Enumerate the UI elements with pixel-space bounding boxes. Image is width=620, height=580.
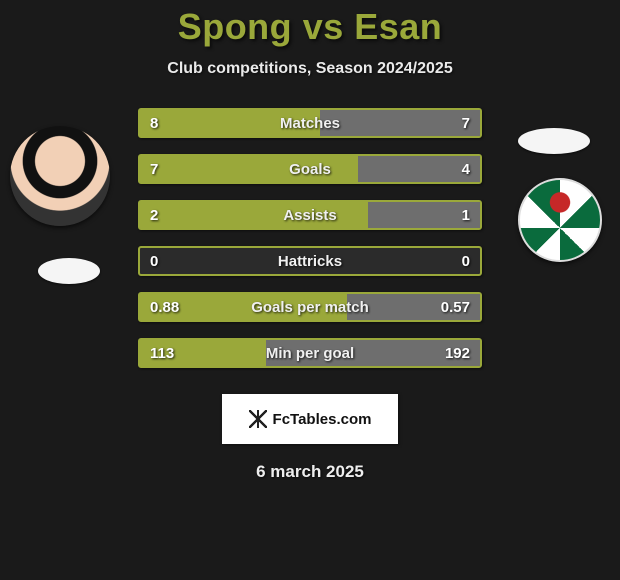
stat-label: Min per goal (140, 345, 480, 362)
stat-row: 0Hattricks0 (138, 246, 482, 276)
stat-label: Assists (140, 207, 480, 224)
stat-row: 113Min per goal192 (138, 338, 482, 368)
date-text: 6 march 2025 (256, 462, 364, 482)
fctables-badge-link[interactable]: FcTables.com (222, 394, 398, 444)
stat-label: Goals per match (140, 299, 480, 316)
stat-value-right: 192 (445, 345, 480, 362)
stat-label: Hattricks (140, 253, 480, 270)
stat-row: 2Assists1 (138, 200, 482, 230)
stat-label: Goals (140, 161, 480, 178)
stat-label: Matches (140, 115, 480, 132)
badge-text: FcTables.com (273, 411, 372, 428)
stat-row: 7Goals4 (138, 154, 482, 184)
stat-value-right: 7 (462, 115, 480, 132)
stat-value-right: 0.57 (441, 299, 480, 316)
stat-value-right: 0 (462, 253, 480, 270)
stat-row: 8Matches7 (138, 108, 482, 138)
stat-row: 0.88Goals per match0.57 (138, 292, 482, 322)
stats-container: 8Matches77Goals42Assists10Hattricks00.88… (0, 108, 620, 384)
title-vs: vs (303, 6, 344, 47)
title-player1: Spong (178, 6, 292, 47)
subtitle: Club competitions, Season 2024/2025 (167, 60, 452, 78)
page-title: Spong vs Esan (178, 6, 443, 48)
stat-value-right: 4 (462, 161, 480, 178)
title-player2: Esan (354, 6, 442, 47)
stat-value-right: 1 (462, 207, 480, 224)
fctables-logo-icon (249, 410, 267, 428)
